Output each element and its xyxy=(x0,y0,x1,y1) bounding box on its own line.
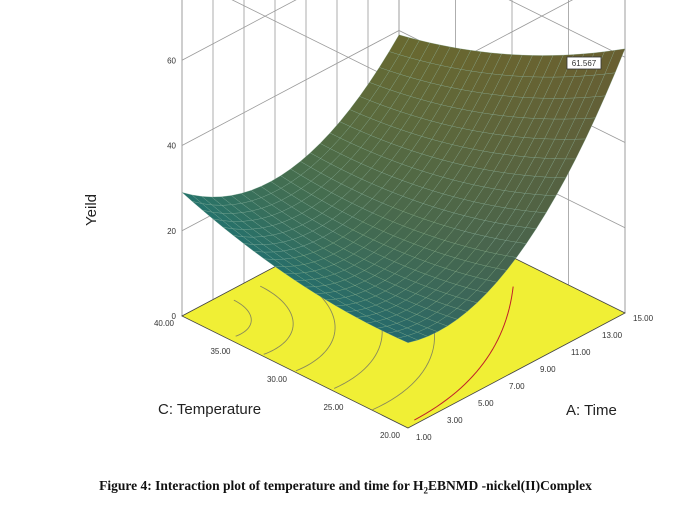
z-tick-label: 60 xyxy=(167,56,176,65)
z-tick-label: 0 xyxy=(172,312,177,321)
y-axis-title: C: Temperature xyxy=(158,401,261,418)
z-tick-label: 40 xyxy=(167,142,176,151)
response-surface xyxy=(181,34,626,343)
figure-caption: Figure 4: Interaction plot of temperatur… xyxy=(0,478,691,496)
y-tick-label: 25.00 xyxy=(323,403,344,412)
z-axis-title: Yeild xyxy=(83,194,100,226)
grid-z-line xyxy=(181,0,626,61)
max-value-box xyxy=(566,56,602,70)
x-tick-label: 9.00 xyxy=(540,365,556,374)
y-tick-label: 20.00 xyxy=(380,431,401,440)
x-tick-label: 1.00 xyxy=(416,433,432,442)
x-tick-label: 5.00 xyxy=(478,399,494,408)
max-value-label: 61.567 xyxy=(572,59,597,68)
x-tick-label: 3.00 xyxy=(447,416,463,425)
caption-prefix: Figure 4: Interaction plot of temperatur… xyxy=(99,478,424,493)
x-tick-label: 13.00 xyxy=(602,331,623,340)
contour-max-line xyxy=(414,286,514,421)
z-tick-label: 20 xyxy=(167,227,176,236)
x-axis-title: A: Time xyxy=(566,402,617,419)
x-tick-label: 15.00 xyxy=(633,314,654,323)
surface-cell xyxy=(397,335,419,343)
x-tick-label: 7.00 xyxy=(509,382,525,391)
y-tick-label: 40.00 xyxy=(154,319,175,328)
contour-line xyxy=(233,299,252,337)
x-tick-label: 11.00 xyxy=(571,348,591,357)
max-annotation: 61.567 xyxy=(566,56,602,70)
caption-suffix: EBNMD -nickel(II)Complex xyxy=(427,478,592,493)
caption-subscript: 2 xyxy=(423,485,428,496)
box-top xyxy=(231,0,574,88)
y-tick-label: 30.00 xyxy=(267,375,288,384)
contour-line xyxy=(260,285,294,355)
y-tick-label: 35.00 xyxy=(210,347,231,356)
tick-labels: 1.00 3.00 5.00 7.00 9.00 11.00 13.00 15.00 20.00… xyxy=(154,56,654,442)
